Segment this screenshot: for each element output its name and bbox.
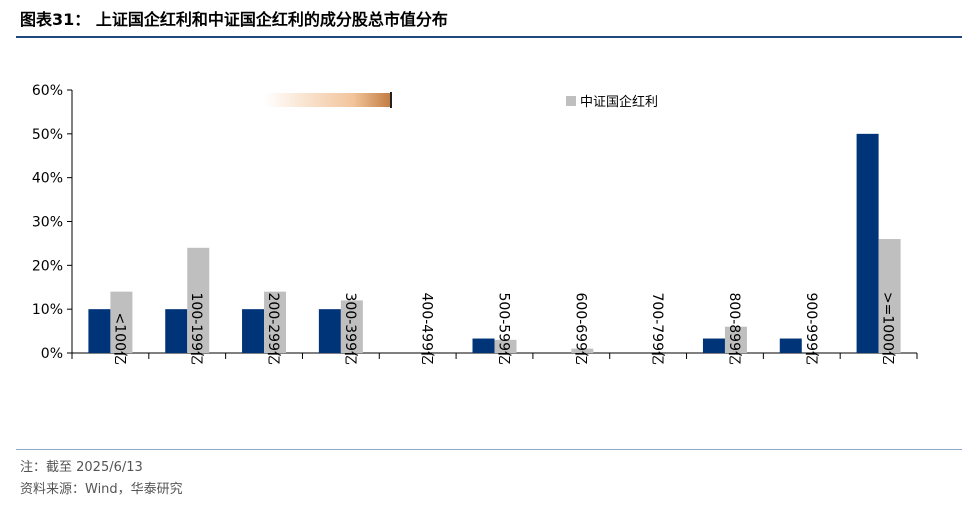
bar-series-2 [187, 247, 210, 353]
bar-series-1 [165, 309, 188, 353]
bar-series-1 [472, 338, 495, 353]
legend-redacted-edge [390, 92, 392, 108]
x-tick-label: >=1000亿 [880, 292, 896, 365]
bar-series-2 [340, 300, 363, 353]
bar-series-1 [318, 309, 341, 353]
y-tick-label: 0% [41, 346, 63, 362]
source-note: 资料来源：Wind，华泰研究 [20, 482, 183, 497]
bar-series-2 [878, 239, 901, 353]
x-tick-label: 400-499亿 [419, 293, 435, 366]
y-tick-label: 50% [32, 127, 63, 143]
footer-divider [16, 449, 962, 450]
legend-entry-series-b: 中证国企红利 [566, 91, 658, 110]
bar-series-2 [571, 348, 594, 353]
bar-series-1 [702, 338, 725, 353]
bar-series-1 [779, 338, 802, 353]
x-tick-label: 100-199亿 [188, 293, 204, 366]
title-divider [16, 36, 962, 38]
x-tick-label: 700-799亿 [649, 293, 665, 366]
x-tick-label: 600-699亿 [572, 293, 588, 366]
x-tick-label: 800-899亿 [726, 293, 742, 366]
x-tick-label: 300-399亿 [342, 293, 358, 366]
bar-series-2 [494, 339, 517, 353]
y-tick-label: 60% [32, 83, 63, 99]
footnote: 注：截至 2025/6/13 [20, 460, 143, 475]
y-tick-label: 40% [32, 171, 63, 187]
bar-series-2 [724, 326, 747, 353]
bar-series-1 [88, 309, 111, 353]
legend-label: 中证国企红利 [580, 95, 659, 110]
x-tick-label: 200-299亿 [265, 293, 281, 366]
x-tick-label: 900-999亿 [803, 293, 819, 366]
bar-series-2 [110, 291, 133, 353]
x-tick-label: 500-599亿 [496, 293, 512, 366]
bar-series-2 [264, 291, 287, 353]
bar-series-1 [242, 309, 265, 353]
y-tick-label: 30% [32, 215, 63, 231]
y-tick-label: 10% [32, 302, 63, 318]
bar-series-1 [856, 133, 879, 353]
x-tick-label: <100亿 [111, 313, 127, 365]
legend-swatch [566, 95, 576, 106]
y-tick-label: 20% [32, 258, 63, 274]
legend-redacted-entry [264, 93, 392, 107]
chart-title: 图表31： 上证国企红利和中证国企红利的成分股总市值分布 [20, 10, 448, 29]
